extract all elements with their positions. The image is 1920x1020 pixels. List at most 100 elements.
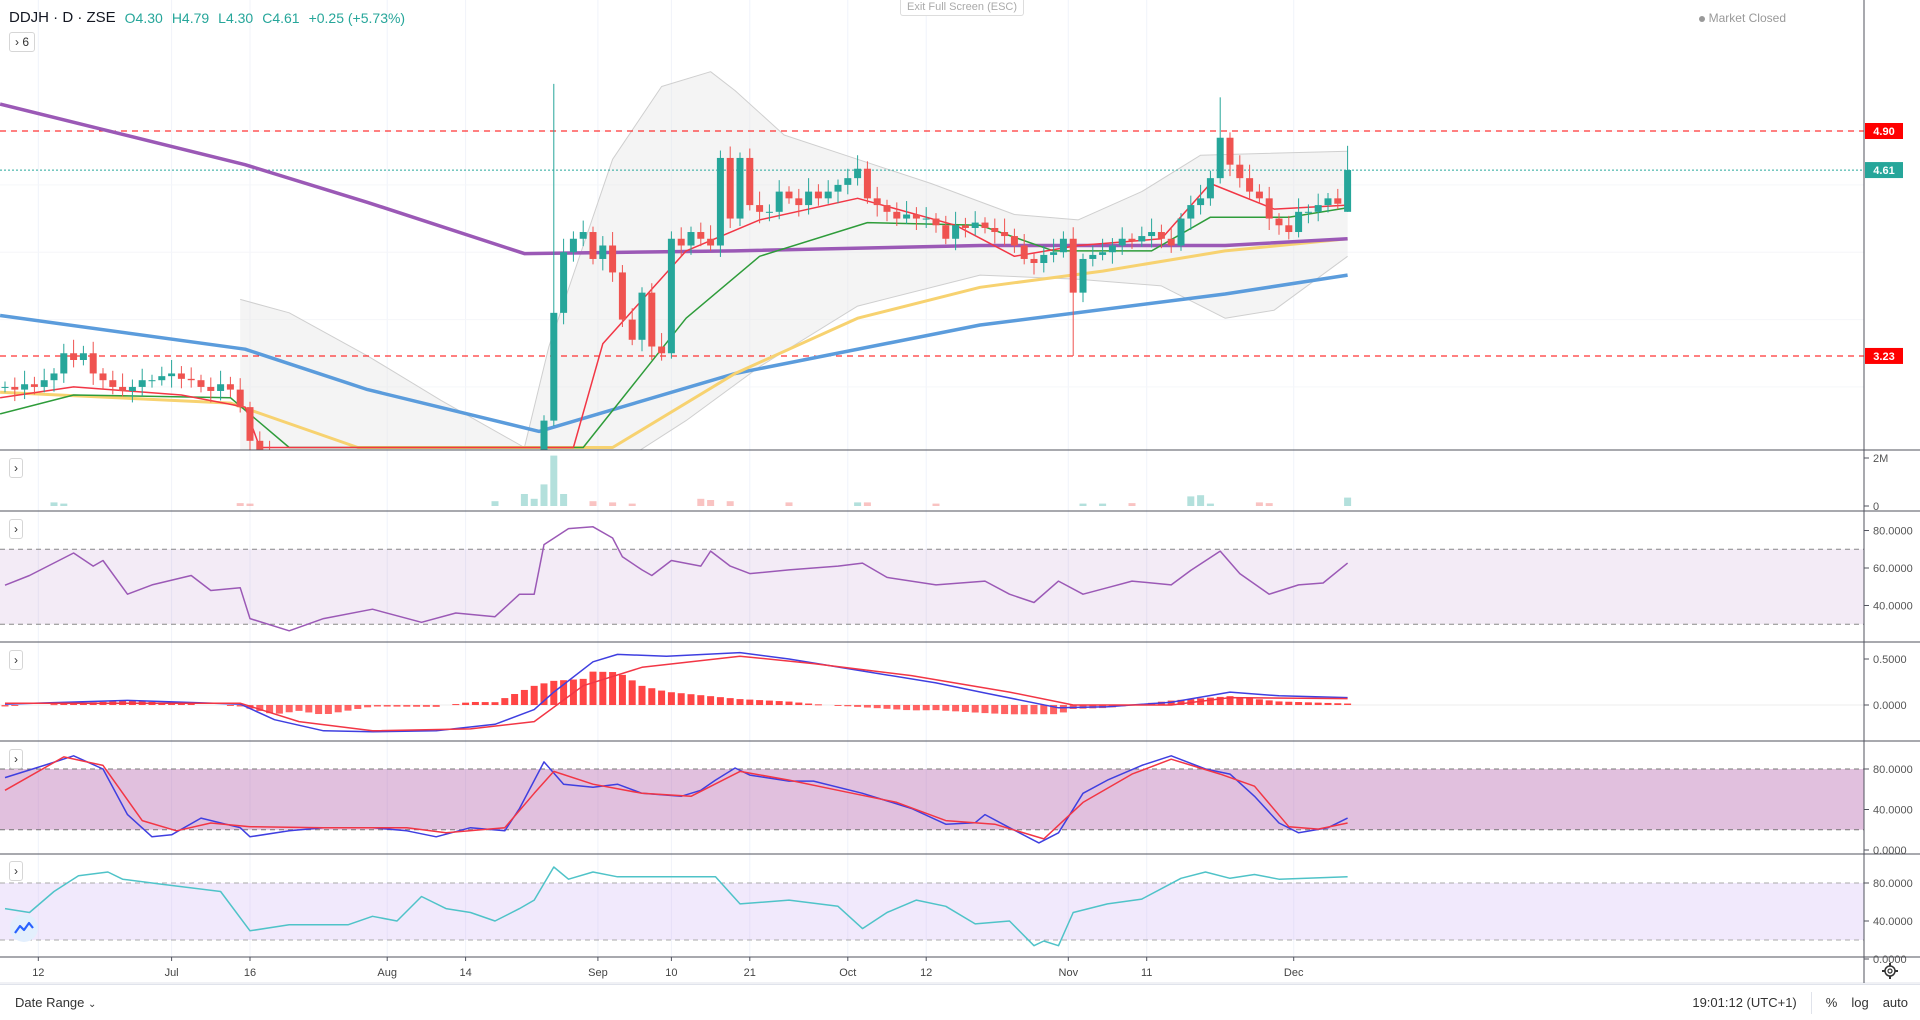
volume-pane[interactable]	[50, 455, 1352, 506]
candle-body	[521, 474, 528, 478]
macd-histogram-bar	[765, 700, 773, 705]
candle-body	[1079, 258, 1087, 293]
candle-body	[785, 191, 793, 199]
volume-collapse-button[interactable]: ›	[9, 458, 23, 478]
symbol-title[interactable]: DDJH · D · ZSE	[9, 9, 116, 26]
macd-histogram-bar	[462, 702, 470, 705]
candle-body	[1138, 236, 1146, 242]
candle-body	[30, 384, 38, 387]
price-label-box	[1865, 347, 1903, 364]
volume-bar	[560, 494, 568, 506]
stochastic-pane[interactable]	[0, 755, 1864, 844]
percent-scale-button[interactable]: %	[1825, 995, 1838, 1010]
macd-histogram-bar	[579, 678, 587, 705]
settings-gear-icon[interactable]	[1881, 962, 1899, 980]
candle-body	[217, 384, 225, 391]
candle-body	[981, 222, 989, 228]
candle-body	[413, 479, 420, 482]
candle-body	[1177, 218, 1185, 246]
candle-body	[1334, 198, 1342, 204]
candle-body	[1128, 238, 1136, 242]
candle-body	[687, 232, 695, 246]
oscillator-pane[interactable]	[0, 866, 1864, 947]
macd-histogram-bar	[1020, 705, 1028, 715]
ohlc-open: O4.30	[124, 9, 163, 26]
macd-histogram-bar	[501, 698, 509, 705]
chevron-right-icon: ›	[14, 864, 18, 878]
candle-body	[1040, 254, 1048, 264]
candle-body	[991, 227, 999, 233]
macd-histogram-bar	[883, 705, 891, 709]
candle-body	[177, 373, 185, 379]
macd-histogram-bar	[1324, 702, 1332, 705]
clock-time[interactable]: 19:01:12 (UTC+1)	[1692, 995, 1797, 1010]
macd-histogram-bar	[530, 685, 538, 705]
price-pane[interactable]	[0, 71, 1864, 498]
volume-bar	[1079, 503, 1087, 506]
candle-body	[1099, 252, 1107, 255]
indicators-toggle-button[interactable]: › 6	[9, 32, 36, 52]
candle-body	[128, 386, 136, 391]
candle-body	[560, 252, 568, 313]
volume-bar	[1187, 496, 1195, 506]
macd-histogram-bar	[511, 694, 519, 705]
macd-histogram-bar	[922, 705, 930, 711]
candle-body	[482, 484, 489, 487]
market-status: Market Closed	[1698, 11, 1786, 25]
date-range-button[interactable]: Date Range ⌄	[15, 995, 96, 1010]
candle-body	[1226, 137, 1234, 165]
candle-body	[569, 238, 577, 253]
stochastic-collapse-button[interactable]: ›	[9, 749, 23, 769]
candle-body	[1069, 238, 1077, 293]
candle-body	[246, 407, 254, 441]
candle-body	[854, 168, 862, 179]
macd-histogram-bar	[1050, 705, 1058, 715]
macd-histogram-bar	[324, 705, 332, 714]
candle-body	[1236, 164, 1244, 179]
candle-body	[286, 468, 293, 471]
time-axis[interactable]: 12 Jul 16 Aug 14 Sep 10 21 Oct 12 Nov 11 Dec	[32, 957, 1304, 979]
stochastic-k-line	[4, 755, 1348, 844]
candle-body	[697, 232, 705, 239]
macd-histogram-bar	[413, 705, 421, 707]
macd-histogram-bar	[344, 705, 352, 711]
stochastic-axis-label: 80.0000	[1873, 764, 1913, 776]
auto-scale-button[interactable]: auto	[1882, 995, 1908, 1010]
date-range-label: Date Range	[15, 995, 85, 1010]
rsi-collapse-button[interactable]: ›	[9, 519, 23, 539]
price-axis[interactable]: 4.90 4.61 3.23 2M 0 80.0000 60.0000 40.0000 0.50…	[1864, 123, 1913, 966]
price-label-4.90: 4.90	[1873, 126, 1894, 138]
candle-body	[70, 353, 78, 360]
candle-body	[795, 198, 803, 206]
oscillator-band-fill	[0, 883, 1864, 940]
candle-body	[1167, 238, 1175, 246]
macd-histogram-bar	[863, 705, 871, 708]
macd-histogram-bar	[805, 703, 813, 705]
chart-canvas[interactable]: 4.904.613.232M080.000060.000040.00000.50…	[0, 0, 1920, 984]
macd-histogram-bar	[961, 705, 969, 712]
candle-body	[1265, 198, 1273, 219]
log-scale-button[interactable]: log	[1851, 995, 1869, 1010]
macd-histogram-bar	[540, 683, 548, 705]
ma200-line	[0, 102, 1348, 256]
chevron-right-icon: ›	[14, 653, 18, 667]
candle-body	[1216, 137, 1224, 179]
candle-body	[765, 211, 773, 213]
candle-body	[423, 479, 430, 482]
oscillator-collapse-button[interactable]: ›	[9, 861, 23, 881]
candle-body	[863, 168, 871, 199]
exit-fullscreen-button[interactable]: Exit Full Screen (ESC)	[900, 0, 1025, 16]
macd-histogram-bar	[520, 689, 528, 705]
ohlc-change: +0.25 (+5.73%)	[308, 9, 406, 26]
macd-histogram-bar	[50, 704, 58, 706]
macd-histogram-bar	[952, 705, 960, 712]
rsi-pane[interactable]	[0, 526, 1864, 632]
macd-collapse-button[interactable]: ›	[9, 650, 23, 670]
candle-body	[1108, 245, 1116, 253]
chevron-down-icon: ⌄	[88, 999, 97, 1010]
macd-pane[interactable]	[0, 651, 1864, 733]
macd-histogram-bar	[1275, 701, 1283, 705]
tradingview-logo-icon[interactable]	[10, 914, 38, 942]
candle-body	[1050, 252, 1058, 255]
candle-body	[1206, 178, 1214, 199]
